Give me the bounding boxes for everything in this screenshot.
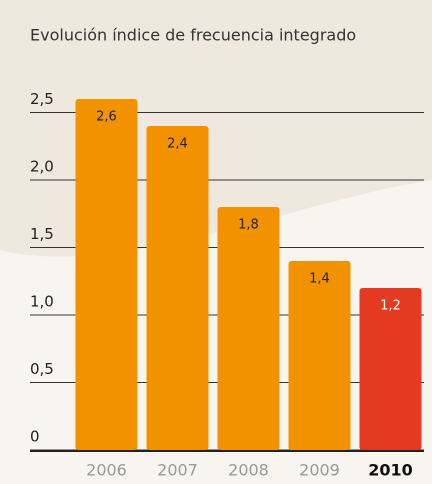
y-tick-label: 1,0 [30, 293, 54, 311]
data-label: 2,4 [167, 137, 188, 152]
x-tick-label: 2008 [228, 461, 269, 480]
y-tick-label: 2,0 [30, 158, 54, 176]
bar [75, 99, 138, 450]
x-tick-label: 2007 [157, 461, 198, 480]
y-tick-label: 2,5 [30, 90, 54, 108]
y-tick-label: 0,5 [30, 360, 54, 378]
x-tick-label: 2010 [368, 461, 413, 480]
y-tick-label: 1,5 [30, 225, 54, 243]
x-tick-label: 2006 [86, 461, 127, 480]
bar [288, 261, 351, 450]
data-label: 1,2 [380, 299, 401, 314]
x-tick-label: 2009 [299, 461, 340, 480]
bar [217, 207, 280, 450]
chart-title: Evolución índice de frecuencia integrado [30, 26, 356, 45]
data-label: 1,4 [309, 272, 330, 287]
data-label: 2,6 [96, 110, 117, 125]
data-label: 1,8 [238, 218, 259, 233]
y-tick-label: 0 [30, 428, 40, 446]
bar [359, 288, 422, 450]
bar [146, 126, 209, 450]
